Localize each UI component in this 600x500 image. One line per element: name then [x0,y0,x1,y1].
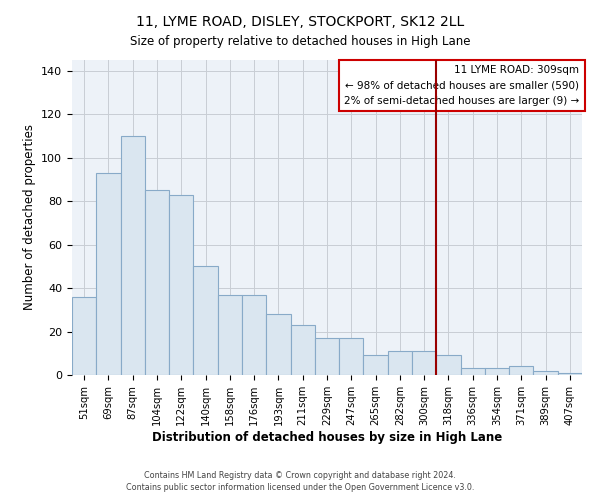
X-axis label: Distribution of detached houses by size in High Lane: Distribution of detached houses by size … [152,430,502,444]
Bar [485,368,509,375]
Bar [96,173,121,375]
Bar [193,266,218,375]
Bar [436,356,461,375]
Text: 11, LYME ROAD, DISLEY, STOCKPORT, SK12 2LL: 11, LYME ROAD, DISLEY, STOCKPORT, SK12 2… [136,15,464,29]
Bar [412,351,436,375]
Bar [364,356,388,375]
Text: 11 LYME ROAD: 309sqm
← 98% of detached houses are smaller (590)
2% of semi-detac: 11 LYME ROAD: 309sqm ← 98% of detached h… [344,64,580,106]
Bar [121,136,145,375]
Bar [558,373,582,375]
Bar [266,314,290,375]
Bar [145,190,169,375]
Bar [533,370,558,375]
Bar [509,366,533,375]
Text: Contains HM Land Registry data © Crown copyright and database right 2024.
Contai: Contains HM Land Registry data © Crown c… [126,471,474,492]
Text: Size of property relative to detached houses in High Lane: Size of property relative to detached ho… [130,35,470,48]
Bar [242,294,266,375]
Bar [461,368,485,375]
Bar [290,325,315,375]
Bar [169,194,193,375]
Bar [218,294,242,375]
Bar [72,297,96,375]
Bar [388,351,412,375]
Y-axis label: Number of detached properties: Number of detached properties [23,124,35,310]
Bar [339,338,364,375]
Bar [315,338,339,375]
